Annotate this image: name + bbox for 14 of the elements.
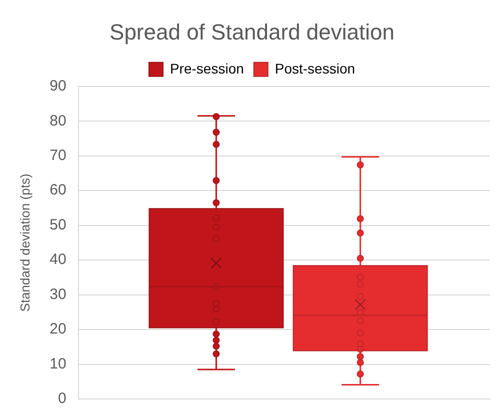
y-tick-label: 10 xyxy=(50,355,66,372)
y-tick-label: 90 xyxy=(50,78,66,95)
legend-label: Pre-session xyxy=(170,60,244,76)
y-tick-label: 80 xyxy=(50,112,66,130)
chart-title: Spread of Standard deviation xyxy=(110,19,394,44)
y-tick-label: 0 xyxy=(58,390,66,408)
y-tick-label: 20 xyxy=(50,320,66,338)
legend-label: Post-session xyxy=(274,60,356,76)
y-tick-label: 40 xyxy=(50,251,66,268)
y-tick-label: 30 xyxy=(50,286,66,303)
y-axis-title: Standard deviation (pts) xyxy=(17,174,32,312)
y-tick-label: 60 xyxy=(50,182,66,199)
y-tick-label: 50 xyxy=(50,216,66,234)
y-tick-label: 70 xyxy=(50,147,66,164)
